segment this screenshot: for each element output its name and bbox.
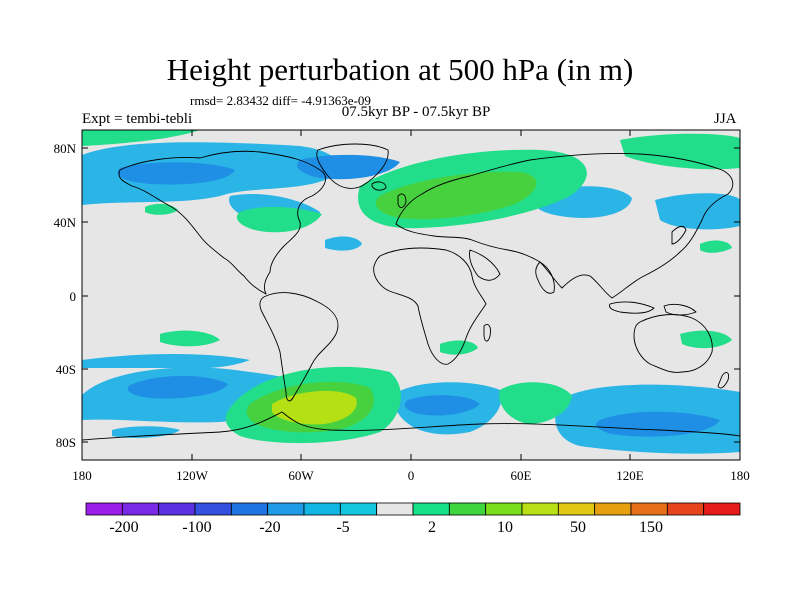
- contour-region: [499, 382, 572, 424]
- lat-tick-label: 0: [70, 289, 77, 304]
- colorbar-box: [703, 502, 741, 516]
- lon-tick-label: 120E: [616, 468, 644, 483]
- lon-tick-label: 180: [72, 468, 92, 483]
- lon-tick-label: 60E: [511, 468, 532, 483]
- colorbar: [85, 502, 741, 516]
- coastline-new-guinea: [663, 303, 697, 316]
- contour-region: [440, 340, 478, 355]
- colorbar-label: 150: [639, 519, 663, 536]
- contour-region: [655, 193, 740, 230]
- colorbar-box: [85, 502, 123, 516]
- coastline-madagascar: [483, 324, 491, 342]
- colorbar-box: [485, 502, 523, 516]
- colorbar-label: -5: [336, 519, 349, 536]
- lon-tick-label: 180: [730, 468, 750, 483]
- colorbar-box: [376, 502, 414, 516]
- experiment-label: Expt = tembi-tebli: [82, 111, 193, 127]
- colorbar-box: [448, 502, 487, 516]
- contour-region: [375, 171, 537, 220]
- contour-region: [117, 162, 235, 185]
- contour-region: [145, 203, 178, 215]
- coastline-arabia: [469, 249, 501, 281]
- lat-tick-marks: [82, 147, 740, 443]
- lon-tick-label: 0: [408, 468, 415, 483]
- colorbar-label: 2: [428, 519, 436, 536]
- coastline-japan: [671, 225, 687, 245]
- contour-region: [236, 206, 322, 233]
- coastline-britain: [397, 193, 407, 209]
- coastline-new-zealand: [717, 372, 729, 389]
- lon-tick-label: 60W: [288, 468, 314, 483]
- contour-field: [82, 130, 740, 460]
- colorbar-box: [303, 502, 341, 516]
- season-label: JJA: [714, 111, 737, 127]
- lon-tick-marks: [81, 130, 741, 460]
- colorbar-box: [158, 502, 196, 516]
- contour-region: [700, 240, 732, 253]
- contour-region: [296, 154, 400, 180]
- colorbar-labels: -200 -100 -20 -5 2 10 50 150: [109, 519, 663, 536]
- colorbar-box: [594, 502, 632, 516]
- plot-subtitle: 07.5kyr BP - 07.5kyr BP: [341, 104, 491, 120]
- colorbar-label: -200: [109, 519, 138, 536]
- colorbar-box: [521, 502, 559, 516]
- lat-tick-label: 80N: [54, 141, 77, 156]
- stats-text: rmsd= 2.83432 diff= -4.91363e-09: [190, 93, 371, 108]
- lat-tick-labels: 80N 40N 0 40S 80S: [54, 141, 77, 450]
- colorbar-box: [230, 502, 269, 516]
- coastline-australia: [633, 314, 713, 373]
- colorbar-box: [267, 502, 305, 516]
- coastlines: [82, 143, 740, 441]
- colorbar-box: [666, 502, 705, 516]
- lat-tick-label: 80S: [56, 435, 76, 450]
- contour-region: [82, 130, 200, 146]
- coastline-north-america: [118, 150, 326, 295]
- coastline-antarctica: [82, 411, 740, 441]
- contour-region: [160, 330, 220, 347]
- contour-region: [404, 395, 480, 416]
- coastline-africa: [373, 247, 487, 365]
- coastline-indonesia: [609, 301, 655, 314]
- colorbar-label: -20: [259, 519, 280, 536]
- colorbar-box: [339, 502, 378, 516]
- colorbar-box: [121, 502, 160, 516]
- contour-region: [620, 133, 740, 170]
- coastline-greenland: [316, 143, 389, 189]
- colorbar-box: [194, 502, 232, 516]
- colorbar-box: [630, 502, 668, 516]
- contour-region: [127, 375, 228, 399]
- lon-tick-label: 120W: [176, 468, 209, 483]
- colorbar-label: 10: [497, 519, 513, 536]
- contour-region: [325, 236, 362, 251]
- colorbar-box: [557, 502, 596, 516]
- contour-region: [680, 330, 732, 349]
- colorbar-box: [412, 502, 450, 516]
- contour-region: [82, 354, 250, 369]
- coastline-iceland: [371, 181, 387, 191]
- colorbar-label: -100: [182, 519, 211, 536]
- colorbar-label: 50: [570, 519, 586, 536]
- coastline-south-america: [259, 292, 339, 402]
- coastline-india: [535, 261, 555, 294]
- contour-region: [272, 390, 357, 425]
- lon-tick-labels: 180 120W 60W 0 60E 120E 180: [72, 468, 750, 483]
- lat-tick-label: 40S: [56, 362, 76, 377]
- plot-title: Height perturbation at 500 hPa (in m): [166, 52, 634, 87]
- contour-region: [596, 411, 720, 437]
- lat-tick-label: 40N: [54, 215, 77, 230]
- coastline-eurasia: [395, 153, 734, 299]
